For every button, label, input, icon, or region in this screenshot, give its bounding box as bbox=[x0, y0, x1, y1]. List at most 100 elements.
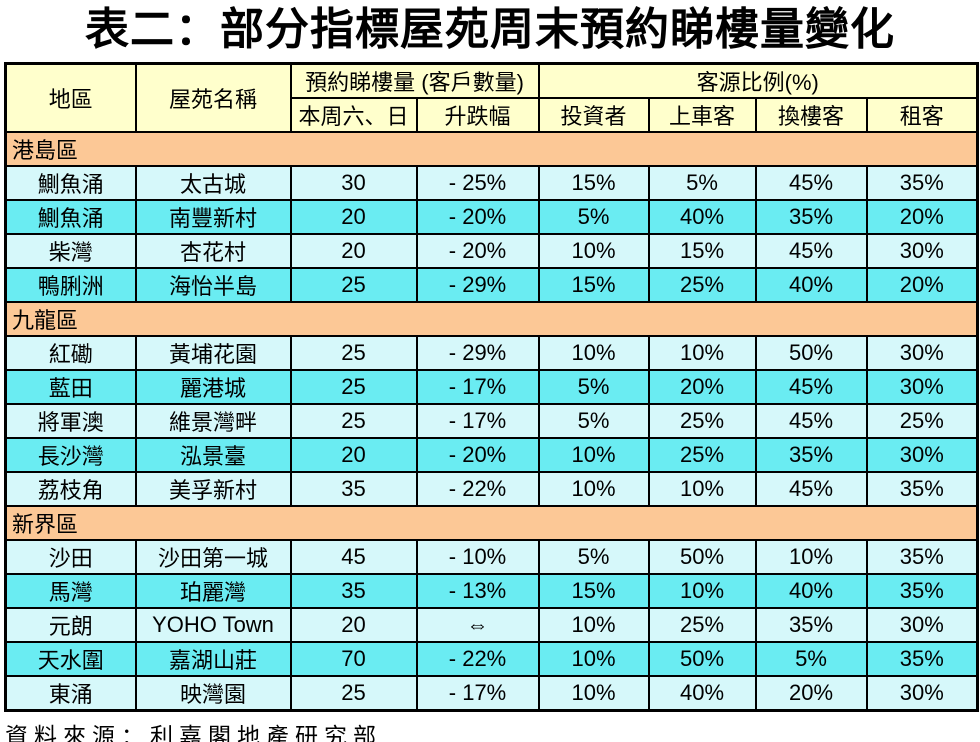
cell-district: 鰂魚涌 bbox=[4, 165, 137, 201]
cell-bookings: 30 bbox=[289, 165, 418, 201]
group-header-sources: 客源比例(%) bbox=[537, 62, 979, 99]
section-label: 新界區 bbox=[4, 505, 979, 541]
table-row: 東涌 映灣園 25 - 17% 10% 40% 20% 30% bbox=[4, 675, 979, 712]
cell-investor: 15% bbox=[537, 267, 650, 303]
cell-district: 馬灣 bbox=[4, 573, 137, 609]
cell-change: - 13% bbox=[415, 573, 540, 609]
cell-change-unchanged-arrow-icon: ⇔ bbox=[415, 607, 540, 643]
cell-estate: 維景灣畔 bbox=[134, 403, 292, 439]
cell-change: - 17% bbox=[415, 403, 540, 439]
cell-estate: 海怡半島 bbox=[134, 267, 292, 303]
cell-district: 沙田 bbox=[4, 539, 137, 575]
cell-upgrader: 40% bbox=[754, 267, 868, 303]
cell-upgrader: 5% bbox=[754, 641, 868, 677]
cell-upgrader: 45% bbox=[754, 471, 868, 507]
cell-firsttime: 25% bbox=[647, 437, 757, 473]
cell-bookings: 20 bbox=[289, 437, 418, 473]
cell-change: - 20% bbox=[415, 199, 540, 235]
cell-estate: 麗港城 bbox=[134, 369, 292, 405]
cell-upgrader: 45% bbox=[754, 403, 868, 439]
col-header-renter: 租客 bbox=[865, 97, 979, 133]
col-header-firsttime: 上車客 bbox=[647, 97, 757, 133]
col-header-estate: 屋苑名稱 bbox=[134, 62, 292, 133]
cell-firsttime: 25% bbox=[647, 607, 757, 643]
table-row: 馬灣 珀麗灣 35 - 13% 15% 10% 40% 35% bbox=[4, 573, 979, 609]
table-row: 紅磡 黃埔花園 25 - 29% 10% 10% 50% 30% bbox=[4, 335, 979, 371]
cell-firsttime: 5% bbox=[647, 165, 757, 201]
table-row: 藍田 麗港城 25 - 17% 5% 20% 45% 30% bbox=[4, 369, 979, 405]
cell-estate: YOHO Town bbox=[134, 607, 292, 643]
cell-renter: 35% bbox=[865, 165, 979, 201]
cell-upgrader: 20% bbox=[754, 675, 868, 712]
cell-investor: 10% bbox=[537, 437, 650, 473]
cell-bookings: 35 bbox=[289, 573, 418, 609]
cell-renter: 30% bbox=[865, 437, 979, 473]
cell-district: 柴灣 bbox=[4, 233, 137, 269]
cell-upgrader: 40% bbox=[754, 573, 868, 609]
cell-district: 紅磡 bbox=[4, 335, 137, 371]
cell-investor: 10% bbox=[537, 233, 650, 269]
cell-bookings: 25 bbox=[289, 335, 418, 371]
cell-estate: 沙田第一城 bbox=[134, 539, 292, 575]
table-row: 將軍澳 維景灣畔 25 - 17% 5% 25% 45% 25% bbox=[4, 403, 979, 439]
cell-bookings: 25 bbox=[289, 267, 418, 303]
cell-firsttime: 40% bbox=[647, 675, 757, 712]
cell-change: - 17% bbox=[415, 675, 540, 712]
cell-bookings: 70 bbox=[289, 641, 418, 677]
cell-renter: 20% bbox=[865, 199, 979, 235]
cell-firsttime: 25% bbox=[647, 403, 757, 439]
cell-estate: 黃埔花園 bbox=[134, 335, 292, 371]
col-header-upgrader: 換樓客 bbox=[754, 97, 868, 133]
cell-renter: 30% bbox=[865, 233, 979, 269]
cell-bookings: 25 bbox=[289, 403, 418, 439]
cell-change: - 17% bbox=[415, 369, 540, 405]
cell-firsttime: 10% bbox=[647, 471, 757, 507]
cell-investor: 10% bbox=[537, 675, 650, 712]
cell-estate: 太古城 bbox=[134, 165, 292, 201]
header-row-groups: 地區 屋苑名稱 預約睇樓量 (客戶數量) 客源比例(%) bbox=[4, 62, 979, 133]
cell-estate: 泓景臺 bbox=[134, 437, 292, 473]
cell-change: - 29% bbox=[415, 335, 540, 371]
table-row: 荔枝角 美孚新村 35 - 22% 10% 10% 45% 35% bbox=[4, 471, 979, 507]
cell-upgrader: 50% bbox=[754, 335, 868, 371]
cell-firsttime: 10% bbox=[647, 573, 757, 609]
section-row-kowloon: 九龍區 bbox=[4, 301, 979, 337]
cell-estate: 嘉湖山莊 bbox=[134, 641, 292, 677]
col-header-district: 地區 bbox=[4, 62, 137, 133]
cell-bookings: 25 bbox=[289, 675, 418, 712]
cell-renter: 35% bbox=[865, 539, 979, 575]
cell-change: - 25% bbox=[415, 165, 540, 201]
cell-upgrader: 35% bbox=[754, 199, 868, 235]
cell-change: - 29% bbox=[415, 267, 540, 303]
cell-district: 天水圍 bbox=[4, 641, 137, 677]
cell-district: 將軍澳 bbox=[4, 403, 137, 439]
cell-investor: 5% bbox=[537, 369, 650, 405]
cell-upgrader: 45% bbox=[754, 233, 868, 269]
cell-estate: 珀麗灣 bbox=[134, 573, 292, 609]
cell-upgrader: 35% bbox=[754, 437, 868, 473]
table-row: 元朗 YOHO Town 20 ⇔ 10% 25% 35% 30% bbox=[4, 607, 979, 643]
cell-change: - 20% bbox=[415, 437, 540, 473]
cell-upgrader: 35% bbox=[754, 607, 868, 643]
cell-investor: 10% bbox=[537, 641, 650, 677]
cell-change: - 20% bbox=[415, 233, 540, 269]
cell-investor: 5% bbox=[537, 199, 650, 235]
table-row: 長沙灣 泓景臺 20 - 20% 10% 25% 35% 30% bbox=[4, 437, 979, 473]
cell-investor: 5% bbox=[537, 403, 650, 439]
cell-estate: 美孚新村 bbox=[134, 471, 292, 507]
cell-upgrader: 10% bbox=[754, 539, 868, 575]
estates-table: 地區 屋苑名稱 預約睇樓量 (客戶數量) 客源比例(%) 本周六、日 升跌幅 投… bbox=[4, 62, 980, 712]
cell-district: 藍田 bbox=[4, 369, 137, 405]
cell-district: 東涌 bbox=[4, 675, 137, 712]
table-row: 天水圍 嘉湖山莊 70 - 22% 10% 50% 5% 35% bbox=[4, 641, 979, 677]
cell-renter: 25% bbox=[865, 403, 979, 439]
cell-estate: 映灣園 bbox=[134, 675, 292, 712]
cell-investor: 10% bbox=[537, 471, 650, 507]
cell-upgrader: 45% bbox=[754, 369, 868, 405]
cell-renter: 30% bbox=[865, 335, 979, 371]
cell-renter: 30% bbox=[865, 369, 979, 405]
cell-change: - 10% bbox=[415, 539, 540, 575]
cell-bookings: 35 bbox=[289, 471, 418, 507]
cell-renter: 30% bbox=[865, 607, 979, 643]
